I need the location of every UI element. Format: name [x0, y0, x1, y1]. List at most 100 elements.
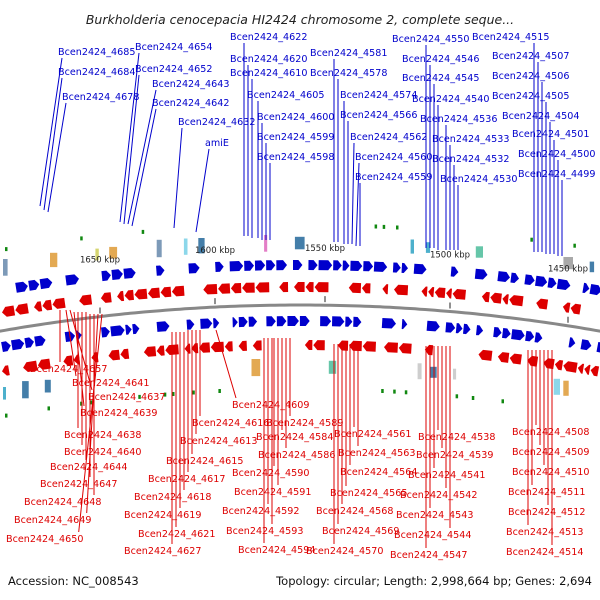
forward-gene-arrow	[463, 323, 471, 335]
reverse-rna-mark	[192, 390, 195, 395]
forward-gene-arrow	[596, 342, 600, 353]
reverse-gene-arrow	[156, 345, 165, 356]
forward-function-block	[410, 239, 414, 254]
reverse-gene-label: Bcen2424_4593	[226, 526, 303, 537]
reverse-gene-arrow	[428, 287, 435, 298]
forward-gene-label: Bcen2424_4545	[402, 73, 479, 84]
forward-gene-arrow	[497, 271, 510, 282]
forward-rna-mark	[396, 225, 399, 230]
reverse-gene-label: Bcen2424_4615	[166, 456, 243, 467]
forward-gene-arrow	[308, 260, 318, 271]
chromosome-backbone	[0, 303, 600, 333]
reverse-gene-arrow	[590, 365, 600, 377]
forward-function-block	[589, 261, 595, 273]
forward-label-line	[123, 74, 140, 225]
forward-gene-arrow	[502, 328, 511, 339]
reverse-gene-label: Bcen2424_4647	[40, 479, 117, 490]
forward-rna-mark	[530, 237, 533, 242]
forward-gene-label: Bcen2424_4599	[257, 132, 334, 143]
forward-gene-arrow	[547, 277, 557, 288]
forward-label-line	[355, 162, 360, 247]
forward-gene-arrow	[318, 260, 333, 271]
reverse-gene-arrow	[570, 303, 582, 315]
reverse-gene-label: Bcen2424_4644	[50, 462, 127, 473]
forward-gene-labels: Bcen2424_4685 Bcen2424_4684 Bcen2424_4678 B…	[58, 32, 595, 185]
forward-gene-arrow	[110, 325, 125, 337]
reverse-gene-label: Bcen2424_4584	[256, 432, 333, 443]
reverse-gene-arrow	[2, 365, 10, 376]
forward-gene-label: Bcen2424_4536	[420, 114, 497, 125]
forward-gene-arrow	[510, 272, 519, 283]
reverse-gene-arrow	[117, 290, 125, 302]
forward-gene-label: Bcen2424_4546	[402, 54, 479, 65]
reverse-gene-label: Bcen2424_4544	[394, 530, 471, 541]
reverse-gene-label: Bcen2424_4512	[508, 507, 585, 518]
forward-label-line	[119, 52, 140, 223]
forward-gene-arrow	[232, 317, 238, 328]
reverse-gene-arrow	[52, 297, 66, 309]
forward-gene-arrow	[534, 332, 543, 343]
reverse-function-block	[429, 366, 437, 378]
forward-gene-label: Bcen2424_4643	[152, 79, 229, 90]
forward-rna-mark	[80, 236, 83, 241]
reverse-gene-arrow	[452, 289, 466, 300]
forward-gene-label: Bcen2424_4574	[340, 90, 417, 101]
reverse-gene-arrow	[577, 363, 585, 374]
forward-gene-arrow	[287, 316, 299, 326]
forward-gene-label: Bcen2424_4507	[492, 51, 569, 62]
reverse-rna-mark	[80, 401, 83, 406]
forward-gene-label: Bcen2424_4540	[412, 94, 489, 105]
forward-function-block	[109, 246, 118, 259]
reverse-gene-arrow	[120, 348, 130, 360]
reverse-gene-label: Bcen2424_4509	[512, 447, 589, 458]
forward-function-block	[183, 238, 188, 255]
reverse-gene-arrow	[382, 284, 389, 295]
reverse-rna-mark	[381, 389, 384, 393]
reverse-gene-arrow	[100, 292, 112, 303]
reverse-function-block	[328, 360, 337, 374]
reverse-gene-arrow	[337, 340, 349, 351]
forward-gene-arrow	[568, 337, 576, 348]
kbp-tick-label: 1650 kbp	[80, 256, 120, 266]
forward-gene-label: Bcen2424_4600	[257, 112, 334, 123]
reverse-function-block	[44, 379, 51, 393]
forward-gene-arrow	[333, 260, 342, 271]
forward-gene-label: Bcen2424_4560	[355, 152, 432, 163]
reverse-label-line	[215, 329, 237, 399]
forward-gene-arrow	[156, 265, 165, 276]
reverse-gene-arrow	[509, 295, 524, 307]
reverse-gene-arrow	[79, 294, 93, 306]
reverse-gene-arrow	[502, 294, 509, 305]
forward-gene-arrow	[373, 261, 388, 272]
reverse-gene-arrow	[160, 286, 172, 298]
forward-gene-label: Bcen2424_4506	[492, 71, 569, 82]
forward-gene-arrow	[244, 260, 254, 271]
reverse-gene-arrow	[2, 305, 16, 317]
reverse-gene-label: Bcen2424_4514	[506, 547, 583, 558]
forward-gene-arrow	[342, 260, 350, 271]
forward-gene-label: Bcen2424_4550	[392, 34, 469, 45]
reverse-gene-arrow	[314, 282, 329, 293]
reverse-rna-mark	[163, 392, 167, 397]
forward-gene-arrow	[350, 260, 363, 271]
forward-rna-mark	[382, 224, 386, 229]
reverse-label-lines	[59, 309, 553, 548]
forward-label-line	[131, 108, 157, 227]
forward-gene-label: Bcen2424_4532	[432, 154, 509, 165]
forward-gene-arrow	[111, 269, 123, 280]
reverse-function-block	[453, 368, 457, 380]
forward-gene-arrow	[254, 260, 266, 271]
forward-label-line	[173, 127, 183, 229]
reverse-gene-arrow	[34, 301, 43, 312]
reverse-gene-label: Bcen2424_4621	[138, 529, 215, 540]
forward-gene-arrow	[426, 320, 440, 332]
forward-gene-arrow	[525, 330, 535, 342]
forward-gene-arrow	[474, 268, 488, 280]
reverse-gene-label: Bcen2424_4543	[396, 510, 473, 521]
reverse-rna-mark	[138, 394, 141, 399]
reverse-gene-label: Bcen2424_4613	[180, 436, 257, 447]
forward-rna-mark	[573, 243, 576, 248]
reverse-gene-label: Bcen2424_4513	[506, 527, 583, 538]
forward-gene-arrow	[455, 323, 463, 334]
forward-gene-arrow	[401, 262, 408, 273]
